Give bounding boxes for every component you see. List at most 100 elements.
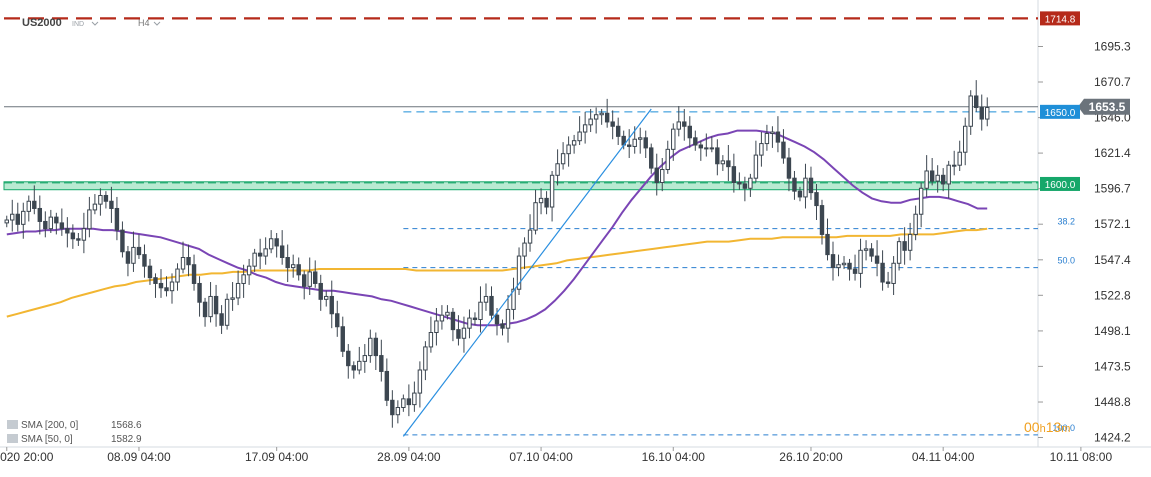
candle-body (560, 153, 566, 165)
candle-body (54, 216, 59, 224)
candle-body (775, 131, 781, 143)
candle-body (142, 254, 147, 267)
candle-body (974, 95, 979, 109)
sma200-line (6, 227, 988, 318)
candle-body (781, 141, 786, 159)
candle-body (527, 229, 533, 244)
candle-body (379, 355, 384, 372)
candle-body (808, 177, 814, 194)
candle-body (213, 295, 219, 315)
candle-body (940, 174, 946, 185)
price-tag-bg (1040, 176, 1080, 191)
x-tick-label: 08.09 04:00 (107, 450, 171, 464)
candle-body (368, 337, 373, 357)
candle-body (461, 327, 467, 339)
support-zone (3, 181, 1039, 191)
trendline (402, 108, 652, 437)
candle-body (830, 254, 836, 269)
candle-body (131, 246, 136, 264)
candle-body (257, 252, 263, 257)
sma50-label: SMA [50, 0] (21, 434, 73, 445)
candle-body (957, 151, 962, 166)
x-tick-label: 10.11 08:00 (1050, 450, 1113, 464)
candle-body (731, 166, 737, 184)
candle-body (87, 209, 92, 230)
candle-body (726, 160, 731, 168)
candle-body (92, 203, 98, 211)
price-tag-bg (1040, 104, 1080, 119)
candle-body (373, 337, 379, 357)
candle-body (445, 311, 450, 316)
candle-body (103, 194, 109, 202)
candle-body (516, 255, 522, 290)
candle-body (439, 314, 445, 322)
candle-body (169, 281, 175, 292)
fib-level-label: 50.0 (1057, 256, 1075, 266)
candle-body (120, 229, 125, 253)
chevron-down-icon[interactable] (153, 21, 161, 26)
candle-body (335, 313, 340, 328)
candle-body (263, 248, 268, 257)
candle-body (638, 137, 643, 140)
candle-body (555, 163, 560, 176)
candle-body (615, 125, 621, 137)
candle-body (324, 295, 329, 300)
candle-body (874, 255, 880, 264)
candle-body (494, 314, 500, 325)
eye-icon[interactable] (7, 420, 18, 429)
candle-body (500, 323, 505, 329)
candle-body (147, 265, 153, 279)
candle-body (929, 170, 935, 182)
candle-body (483, 295, 489, 303)
eye-icon[interactable] (7, 434, 18, 443)
candle-body (985, 107, 990, 120)
timeframe-label[interactable]: H4 (138, 18, 150, 28)
candle-body (604, 112, 610, 123)
candlestick-series (4, 80, 990, 428)
y-tick-label: 1621.4 (1094, 146, 1131, 160)
candle-body (434, 320, 439, 334)
candle-body (753, 154, 759, 179)
y-tick-label: 1424.2 (1094, 431, 1131, 445)
candle-body (748, 177, 753, 189)
x-tick-label: 07.10 04:00 (509, 450, 573, 464)
candle-body (81, 228, 87, 241)
y-tick-label: 1547.4 (1094, 253, 1131, 267)
candle-body (362, 355, 368, 362)
price-tag: 1600.0 (1040, 176, 1080, 191)
price-tag: 1650.0 (1040, 104, 1080, 119)
candle-body (472, 317, 478, 321)
candle-body (549, 174, 555, 208)
candle-body (913, 213, 918, 235)
candle-body (891, 262, 896, 284)
candle-body (279, 245, 285, 259)
candle-body (704, 147, 709, 150)
candle-body (819, 205, 825, 235)
candle-body (180, 257, 186, 270)
candle-body (599, 112, 604, 116)
candle-body (202, 301, 208, 318)
y-tick-label: 1473.5 (1094, 359, 1131, 373)
fib-level-label: 38.2 (1057, 217, 1075, 227)
candle-body (351, 365, 356, 371)
x-tick-label: 26.10 20:00 (779, 450, 843, 464)
candle-body (709, 147, 715, 150)
candle-body (230, 297, 235, 300)
sma200-value: 1568.6 (111, 420, 142, 431)
candle-body (902, 241, 907, 251)
candle-body (329, 295, 334, 315)
chevron-down-icon[interactable] (91, 21, 99, 26)
candle-body (301, 274, 307, 287)
candle-body (847, 262, 852, 270)
price-tag: 1653.5 (1078, 98, 1130, 115)
fib-level-label: 100.0 (1052, 423, 1075, 433)
candle-body (65, 228, 70, 234)
y-tick-label: 1522.8 (1094, 288, 1131, 302)
candle-body (478, 301, 483, 321)
candle-body (858, 249, 863, 274)
candle-body (676, 121, 681, 130)
candle-body (841, 262, 847, 266)
price-tag-label: 1600.0 (1045, 180, 1076, 191)
